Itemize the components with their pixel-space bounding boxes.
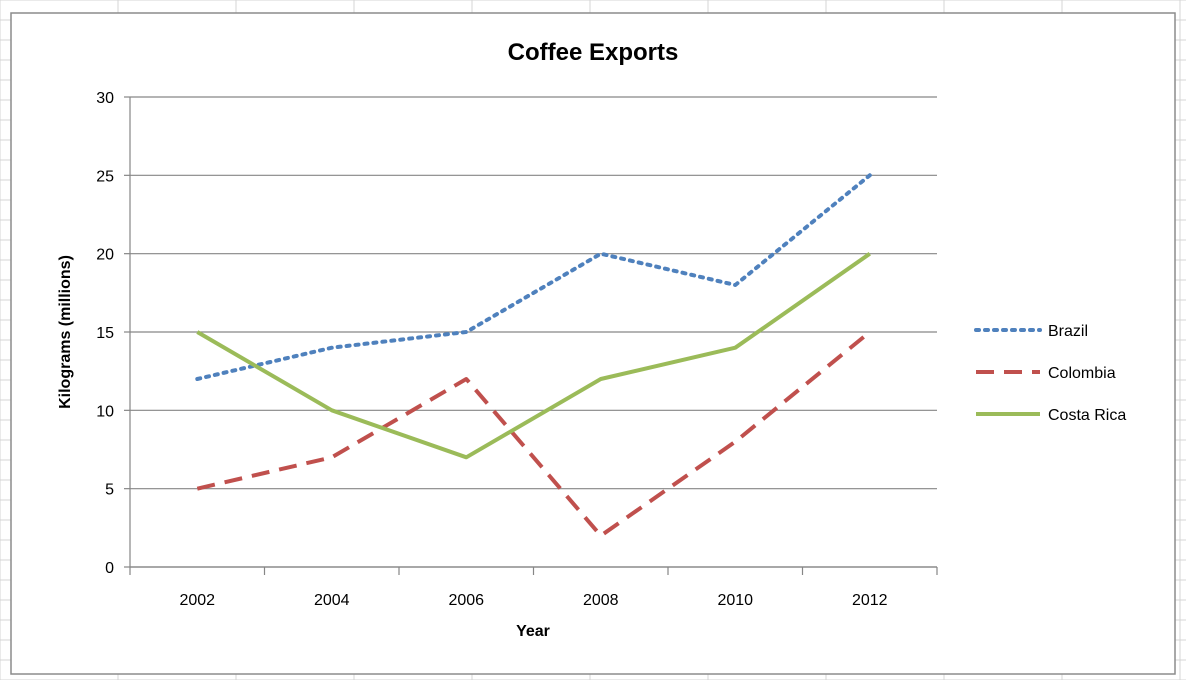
- x-tick-label: 2002: [179, 592, 215, 609]
- x-tick-label: 2008: [583, 592, 619, 609]
- x-tick-label: 2006: [448, 592, 484, 609]
- x-tick-label: 2004: [314, 592, 350, 609]
- y-tick-label: 5: [105, 482, 114, 499]
- plot-area: 0 5 10 15 20 25 30 2002 2004 2006 2008 2010 2012: [96, 90, 938, 609]
- chart-border: [10, 12, 1176, 675]
- y-tick-label: 25: [96, 168, 114, 185]
- legend-label-brazil: Brazil: [1048, 323, 1088, 340]
- x-axis-title: Year: [516, 623, 550, 640]
- series-line-costa-rica[interactable]: [196, 252, 871, 460]
- y-axis-title: Kilograms (millions): [57, 255, 74, 409]
- legend-label-colombia: Colombia: [1048, 365, 1116, 382]
- legend: Brazil Colombia Costa Rica: [974, 323, 1126, 424]
- y-tick-label: 30: [96, 90, 114, 107]
- x-tick-label: 2010: [717, 592, 753, 609]
- y-tick-label: 15: [96, 325, 114, 342]
- y-tick-label: 20: [96, 247, 114, 264]
- x-tick-label: 2012: [852, 592, 888, 609]
- series-line-colombia[interactable]: [196, 330, 872, 538]
- y-tick-label: 0: [105, 560, 114, 577]
- series-line-brazil[interactable]: [195, 173, 872, 381]
- y-tick-label: 10: [96, 403, 114, 420]
- legend-label-costa-rica: Costa Rica: [1048, 407, 1126, 424]
- chart-title: Coffee Exports: [508, 39, 679, 66]
